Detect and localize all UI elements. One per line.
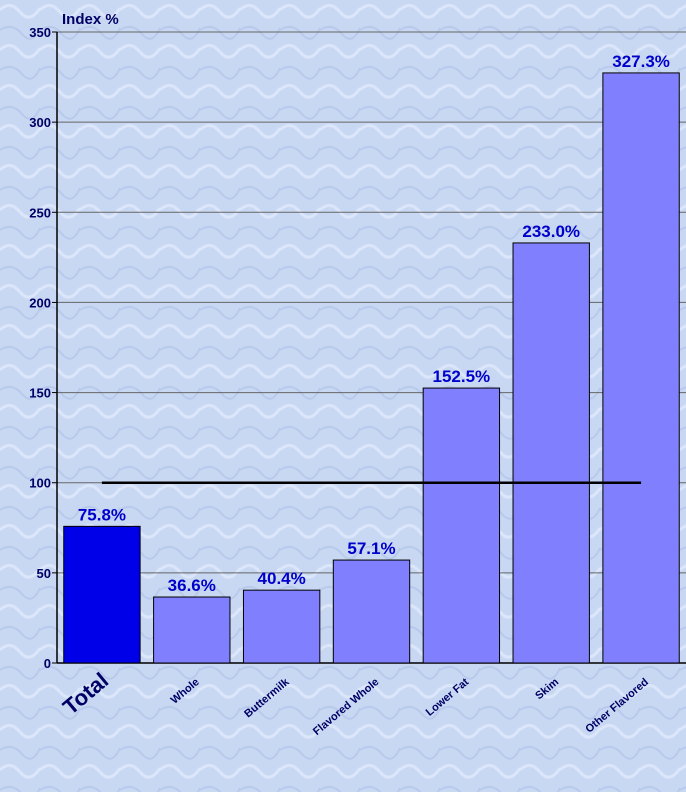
data-label: 152.5%	[433, 367, 491, 386]
y-tick-label: 350	[29, 25, 51, 40]
data-label: 57.1%	[347, 539, 395, 558]
bar	[332, 559, 411, 664]
bar	[242, 589, 321, 664]
bar	[512, 242, 590, 664]
y-axis-label: Index %	[62, 11, 119, 28]
y-tick-label: 250	[29, 205, 51, 220]
y-tick-label: 100	[29, 476, 51, 491]
data-label: 36.6%	[168, 576, 216, 595]
bar	[602, 72, 680, 664]
data-label: 40.4%	[258, 569, 306, 588]
y-tick-label: 200	[29, 295, 51, 310]
bar	[63, 525, 141, 664]
y-tick-label: 150	[29, 386, 51, 401]
bar	[153, 596, 231, 664]
data-label: 75.8%	[78, 505, 126, 524]
data-label: 327.3%	[612, 52, 670, 71]
data-label: 233.0%	[522, 222, 580, 241]
y-tick-label: 300	[29, 115, 51, 130]
y-tick-label: 0	[44, 656, 51, 671]
bar	[422, 387, 501, 664]
y-tick-label: 50	[37, 566, 51, 581]
